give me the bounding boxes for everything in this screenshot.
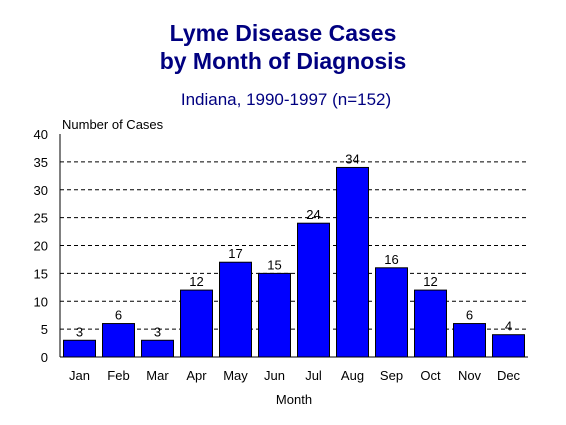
bar-jul	[297, 222, 330, 358]
bar-may	[219, 261, 252, 358]
data-label: 34	[345, 151, 359, 166]
x-tick-label: Jan	[69, 368, 90, 383]
y-tick-label: 35	[34, 155, 48, 170]
x-tick-label: Nov	[458, 368, 482, 383]
bar-dec	[492, 334, 525, 358]
x-tick-label: Jul	[305, 368, 322, 383]
x-tick-label: Mar	[146, 368, 169, 383]
y-tick-label: 0	[41, 350, 48, 365]
data-label: 12	[189, 274, 203, 289]
x-tick-label: Oct	[420, 368, 441, 383]
data-label: 6	[115, 308, 122, 323]
x-tick-label: Apr	[186, 368, 207, 383]
bar-jan	[63, 339, 96, 358]
chart-title-line1: Lyme Disease Cases	[169, 20, 397, 46]
bar-jun	[258, 272, 291, 358]
bar-sep	[375, 267, 408, 358]
x-axis-label: Month	[276, 392, 312, 407]
x-tick-label: May	[223, 368, 248, 383]
bar-aug	[336, 166, 369, 358]
y-tick-label: 10	[34, 294, 48, 309]
y-tick-label: 25	[34, 211, 48, 226]
chart-title-line2: by Month of Diagnosis	[159, 48, 407, 74]
data-label: 24	[306, 207, 320, 222]
data-label: 15	[267, 257, 281, 272]
chart-subtitle: Indiana, 1990-1997 (n=152)	[180, 90, 392, 109]
y-tick-label: 5	[41, 322, 48, 337]
bar-apr	[180, 289, 213, 358]
bar-oct	[414, 289, 447, 358]
data-label: 12	[423, 274, 437, 289]
data-label: 16	[384, 252, 398, 267]
bar-feb	[102, 323, 135, 358]
data-label: 3	[76, 324, 83, 339]
x-tick-label: Dec	[497, 368, 521, 383]
y-tick-label: 40	[34, 127, 48, 142]
x-tick-label: Sep	[380, 368, 403, 383]
bar-mar	[141, 339, 174, 358]
data-label: 6	[466, 308, 473, 323]
data-label: 17	[228, 246, 242, 261]
y-tick-label: 30	[34, 183, 48, 198]
x-tick-label: Feb	[107, 368, 129, 383]
data-label: 3	[154, 324, 161, 339]
x-tick-label: Jun	[264, 368, 285, 383]
y-axis-label: Number of Cases	[62, 117, 164, 132]
x-tick-label: Aug	[341, 368, 364, 383]
y-tick-label: 15	[34, 266, 48, 281]
y-tick-label: 20	[34, 239, 48, 254]
data-label: 4	[505, 319, 512, 334]
bar-nov	[453, 323, 486, 358]
